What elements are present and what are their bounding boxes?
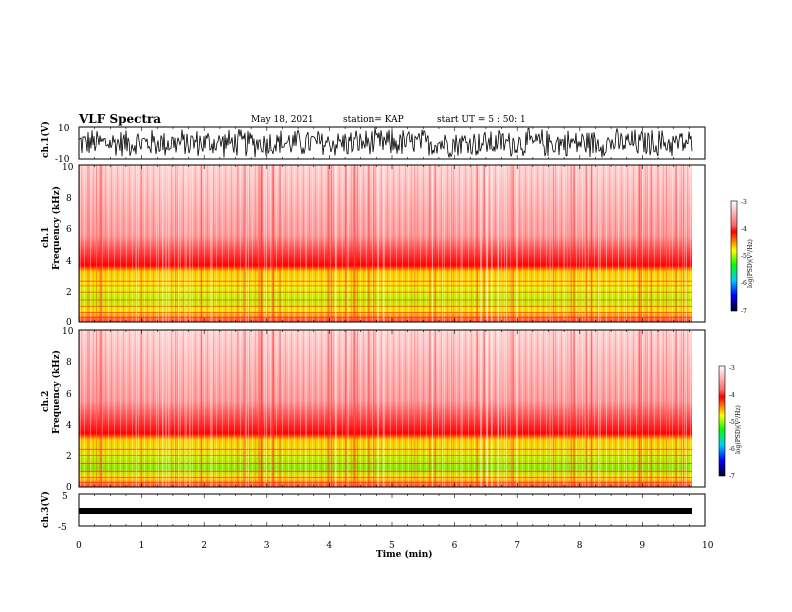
ch1-ytick-2: 2 xyxy=(66,288,72,298)
ch1-ytick-4: 4 xyxy=(66,257,72,267)
ch1-waveform-line xyxy=(78,127,693,158)
ch3-waveform-panel: 5 -5 ch.3(V) xyxy=(40,491,706,533)
x-tick-label: 8 xyxy=(577,541,583,551)
ch1-ytick-6: 6 xyxy=(66,225,72,235)
ch1-ytick-10: 10 xyxy=(62,163,74,173)
x-tick-label: 1 xyxy=(139,541,145,551)
ch1-colorbar-tick-5: -5 xyxy=(741,253,747,260)
ch2-ytick-0: 0 xyxy=(66,483,72,493)
ch2-ytick-4: 4 xyxy=(66,421,72,431)
ch1-spectrogram-panel: 0 2 4 6 8 10 ch.1 Frequency (kHz) xyxy=(41,163,706,328)
ch2-colorbar-tick-6: -6 xyxy=(729,446,735,453)
x-tick-label: 5 xyxy=(389,541,395,551)
ch3-ytick-bottom: -5 xyxy=(58,523,67,533)
ch1-colorbar-tick-7: -7 xyxy=(741,308,747,315)
ch2-spectrogram-panel: 0 2 4 6 8 10 ch.2 Frequency (kHz) xyxy=(41,327,706,493)
date-label: May 18, 2021 xyxy=(251,115,314,125)
ch2-colorbar-tick-7: -7 xyxy=(729,473,735,480)
ch3-waveform-trace xyxy=(79,508,692,514)
ch1-colorbar-bar xyxy=(730,200,738,312)
ch2-colorbar-tick-5: -5 xyxy=(729,419,735,426)
ch1-ytick-top: 10 xyxy=(58,124,70,134)
x-axis-ticks xyxy=(78,127,706,526)
ch2-spectrogram-ylabel-freq: Frequency (kHz) xyxy=(51,350,62,434)
x-tick-label: 3 xyxy=(264,541,270,551)
figure-title: VLF Spectra xyxy=(78,112,161,126)
ch1-colorbar-tick-3: -3 xyxy=(741,199,747,206)
ch2-colorbar-label: log(PSD)(V²/Hz) xyxy=(735,405,742,454)
ch2-colorbar-tick-3: -3 xyxy=(729,365,735,372)
x-tick-label: 4 xyxy=(326,541,332,551)
ch1-spectrogram-ylabel-freq: Frequency (kHz) xyxy=(51,186,62,270)
ch2-ytick-10: 10 xyxy=(62,327,74,337)
station-label: station= KAP xyxy=(343,115,404,125)
ch2-spectrogram-streaks xyxy=(79,330,692,487)
ch1-spectrogram-ylabel-ch: ch.1 xyxy=(41,227,51,248)
ch1-waveform-ylabel: ch.1(V) xyxy=(40,121,51,158)
x-tick-label: 9 xyxy=(639,541,645,551)
ch1-waveform-panel: 10 -10 ch.1(V) xyxy=(40,121,706,165)
x-tick-label: 10 xyxy=(702,541,714,551)
ch1-spectrogram-streaks xyxy=(79,165,692,322)
ch2-ytick-2: 2 xyxy=(66,452,72,462)
ch2-ytick-6: 6 xyxy=(66,390,72,400)
ch1-colorbar-tick-4: -4 xyxy=(741,226,747,233)
ch2-colorbar-bar xyxy=(718,365,726,477)
ch1-colorbar-tick-6: -6 xyxy=(741,280,747,287)
x-tick-label: 0 xyxy=(76,541,82,551)
ch2-spectral-lines xyxy=(79,330,692,487)
ch2-spectrogram-ylabel-ch: ch.2 xyxy=(41,391,51,412)
x-axis-label: Time (min) xyxy=(376,549,433,560)
ch1-ytick-bottom: -10 xyxy=(55,155,70,165)
ch1-ytick-8: 8 xyxy=(66,194,72,204)
ch1-colorbar-label: log(PSD)(V²/Hz) xyxy=(747,239,754,288)
ch1-colorbar: -3 -4 -5 -6 -7 log(PSD)(V²/Hz) xyxy=(730,199,754,315)
x-tick-label: 7 xyxy=(514,541,520,551)
ch2-ytick-8: 8 xyxy=(66,358,72,368)
ch3-ytick-top: 5 xyxy=(62,492,68,502)
ch1-ytick-0: 0 xyxy=(66,318,72,328)
x-axis-tick-labels: 0 1 2 3 4 5 6 7 8 9 10 xyxy=(76,541,714,551)
ch1-spectral-lines xyxy=(79,165,692,322)
ch2-colorbar-tick-4: -4 xyxy=(729,392,735,399)
ch2-colorbar: -3 -4 -5 -6 -7 log(PSD)(V²/Hz) xyxy=(718,365,742,480)
x-tick-label: 6 xyxy=(452,541,458,551)
x-tick-label: 2 xyxy=(201,541,207,551)
start-time-label: start UT = 5 : 50: 1 xyxy=(437,115,526,125)
ch3-waveform-ylabel: ch.3(V) xyxy=(40,491,51,528)
